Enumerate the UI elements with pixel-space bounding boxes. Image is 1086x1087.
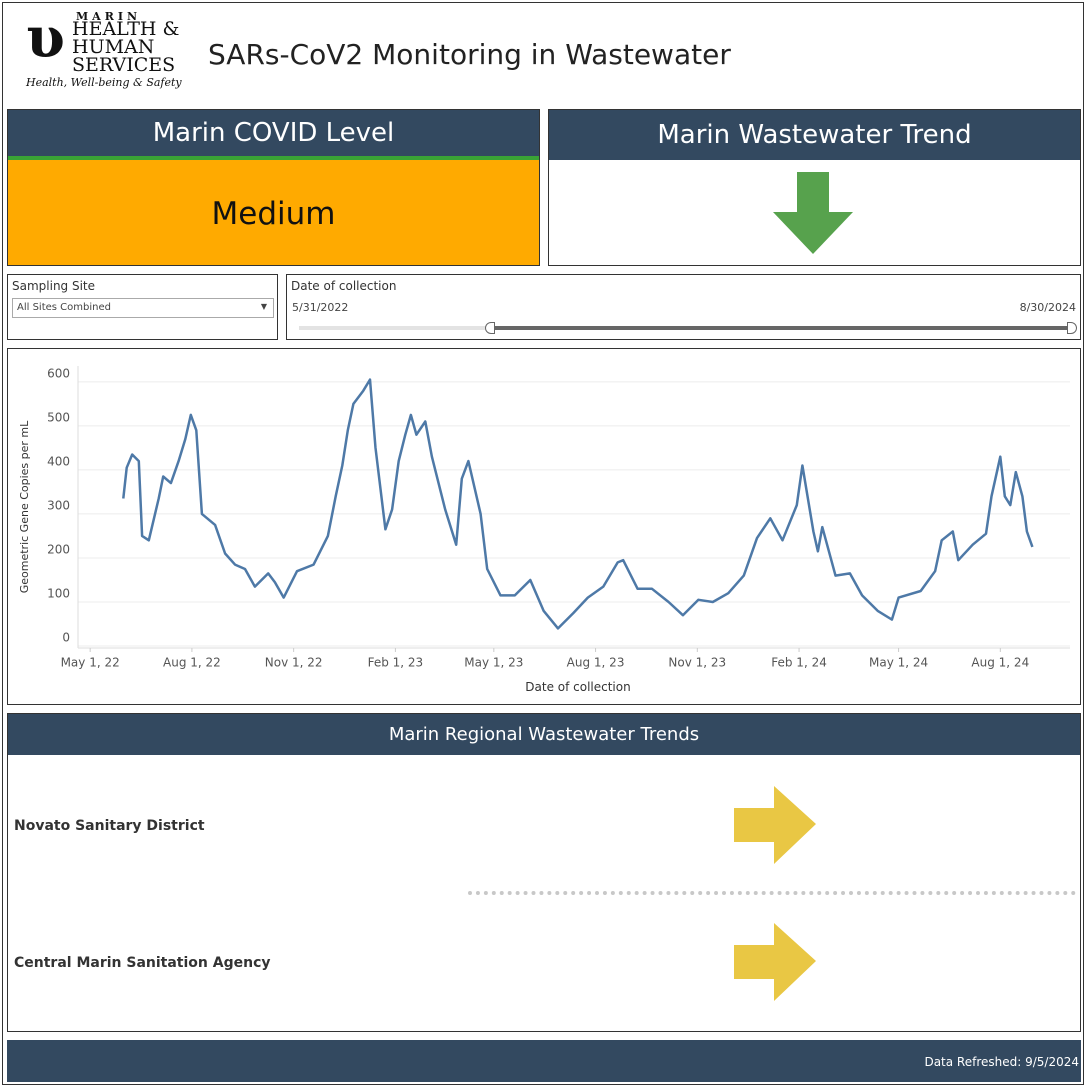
site-name: Central Marin Sanitation Agency bbox=[14, 955, 271, 971]
filter-label: Sampling Site bbox=[12, 279, 96, 293]
data-line bbox=[122, 378, 1034, 630]
y-tick-label: 500 bbox=[47, 410, 70, 424]
regional-panel: Marin Regional Wastewater Trends Novato … bbox=[7, 713, 1081, 1032]
logo-mark: υ bbox=[26, 5, 65, 71]
x-tick-label: Nov 1, 23 bbox=[668, 656, 726, 670]
site-filter: Sampling Site All Sites Combined ▼ bbox=[7, 274, 278, 340]
logo-tagline: Health, Well-being & Safety bbox=[26, 76, 182, 89]
y-tick-label: 0 bbox=[62, 631, 70, 645]
chart-frame: Date of collection Geometric Gene Copies… bbox=[7, 348, 1081, 705]
date-filter: Date of collection 5/31/2022 8/30/2024 bbox=[286, 274, 1081, 340]
x-tick-label: Aug 1, 23 bbox=[567, 656, 625, 670]
right-arrow bbox=[734, 786, 816, 864]
slider-handle[interactable] bbox=[485, 322, 495, 334]
slider-range bbox=[491, 326, 1073, 330]
regional-title: Marin Regional Wastewater Trends bbox=[8, 714, 1080, 755]
y-tick-label: 600 bbox=[47, 366, 70, 380]
x-tick-label: Nov 1, 22 bbox=[265, 656, 323, 670]
logo-text: MARIN bbox=[76, 10, 142, 23]
x-tick-label: Aug 1, 24 bbox=[971, 656, 1029, 670]
logo-text: SERVICES bbox=[72, 54, 176, 76]
chart: Date of collection Geometric Gene Copies… bbox=[18, 366, 1070, 694]
filter-label: Date of collection bbox=[291, 279, 397, 293]
logo-text: HUMAN bbox=[72, 36, 155, 58]
y-tick-label: 100 bbox=[47, 586, 70, 600]
site-dropdown[interactable]: All Sites Combined ▼ bbox=[12, 298, 274, 318]
trend-card: Marin Wastewater Trend bbox=[548, 109, 1081, 266]
x-tick-label: Feb 1, 23 bbox=[368, 656, 424, 670]
down-arrow bbox=[773, 172, 853, 254]
trend-arrow bbox=[734, 923, 816, 1001]
x-tick-label: Aug 1, 22 bbox=[163, 656, 221, 670]
level-card: Marin COVID Level Medium bbox=[7, 109, 540, 266]
logo: υ MARIN HEALTH & HUMAN SERVICES Health, … bbox=[26, 10, 186, 92]
y-tick-label: 300 bbox=[47, 498, 70, 512]
date-start: 5/31/2022 bbox=[292, 301, 349, 314]
refresh-note: Data Refreshed: 9/5/2024 bbox=[924, 1055, 1079, 1069]
x-axis-title: Date of collection bbox=[525, 680, 630, 694]
trend-arrow bbox=[773, 172, 853, 254]
site-name: Novato Sanitary District bbox=[14, 818, 205, 834]
trend-arrow bbox=[734, 786, 816, 864]
y-axis-title: Geometric Gene Copies per mL bbox=[18, 420, 31, 593]
row-divider bbox=[468, 891, 1076, 895]
y-tick-label: 200 bbox=[47, 542, 70, 556]
y-tick-label: 400 bbox=[47, 454, 70, 468]
footer: Data Refreshed: 9/5/2024 bbox=[7, 1040, 1081, 1082]
logo-text: HEALTH & bbox=[72, 18, 180, 40]
level-value: Medium bbox=[211, 196, 336, 232]
date-end: 8/30/2024 bbox=[1019, 301, 1076, 314]
page-title: SARs-CoV2 Monitoring in Wastewater bbox=[208, 38, 731, 71]
x-tick-label: May 1, 24 bbox=[869, 656, 928, 670]
card-title: Marin COVID Level bbox=[8, 110, 539, 160]
x-tick-label: May 1, 23 bbox=[464, 656, 523, 670]
dropdown-caret: ▼ bbox=[260, 302, 267, 311]
right-arrow bbox=[734, 923, 816, 1001]
dropdown-value: All Sites Combined bbox=[17, 302, 111, 313]
card-title: Marin Wastewater Trend bbox=[549, 110, 1080, 160]
x-tick-label: May 1, 22 bbox=[61, 656, 120, 670]
x-tick-label: Feb 1, 24 bbox=[771, 656, 827, 670]
slider-handle[interactable] bbox=[1067, 322, 1077, 334]
